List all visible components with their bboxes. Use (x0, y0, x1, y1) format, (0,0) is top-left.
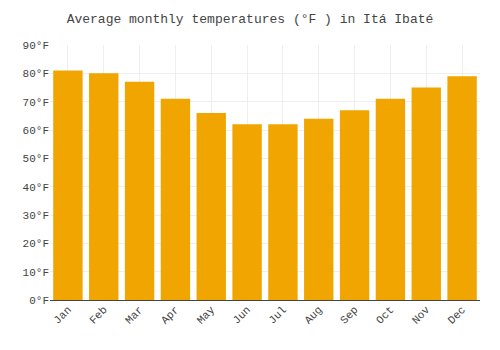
svg-text:Mar: Mar (123, 304, 145, 326)
svg-text:Jun: Jun (231, 304, 253, 326)
svg-text:30°F: 30°F (23, 210, 49, 222)
svg-text:Feb: Feb (87, 304, 109, 326)
svg-text:20°F: 20°F (23, 238, 49, 250)
svg-text:60°F: 60°F (23, 125, 49, 137)
svg-text:Aug: Aug (302, 304, 324, 326)
svg-text:0°F: 0°F (29, 295, 49, 307)
svg-text:Jan: Jan (51, 304, 73, 326)
svg-text:Oct: Oct (374, 304, 396, 326)
svg-text:50°F: 50°F (23, 153, 49, 165)
svg-text:70°F: 70°F (23, 97, 49, 109)
svg-text:90°F: 90°F (23, 40, 49, 52)
svg-text:10°F: 10°F (23, 267, 49, 279)
svg-text:Jul: Jul (266, 304, 288, 326)
svg-text:Nov: Nov (410, 304, 433, 327)
svg-text:40°F: 40°F (23, 182, 49, 194)
svg-text:Average monthly temperatures (: Average monthly temperatures (°F ) in It… (67, 12, 434, 27)
svg-text:Sep: Sep (338, 304, 360, 326)
svg-text:Apr: Apr (159, 304, 181, 326)
svg-text:80°F: 80°F (23, 68, 49, 80)
svg-text:Dec: Dec (446, 304, 468, 326)
svg-text:May: May (195, 304, 218, 327)
